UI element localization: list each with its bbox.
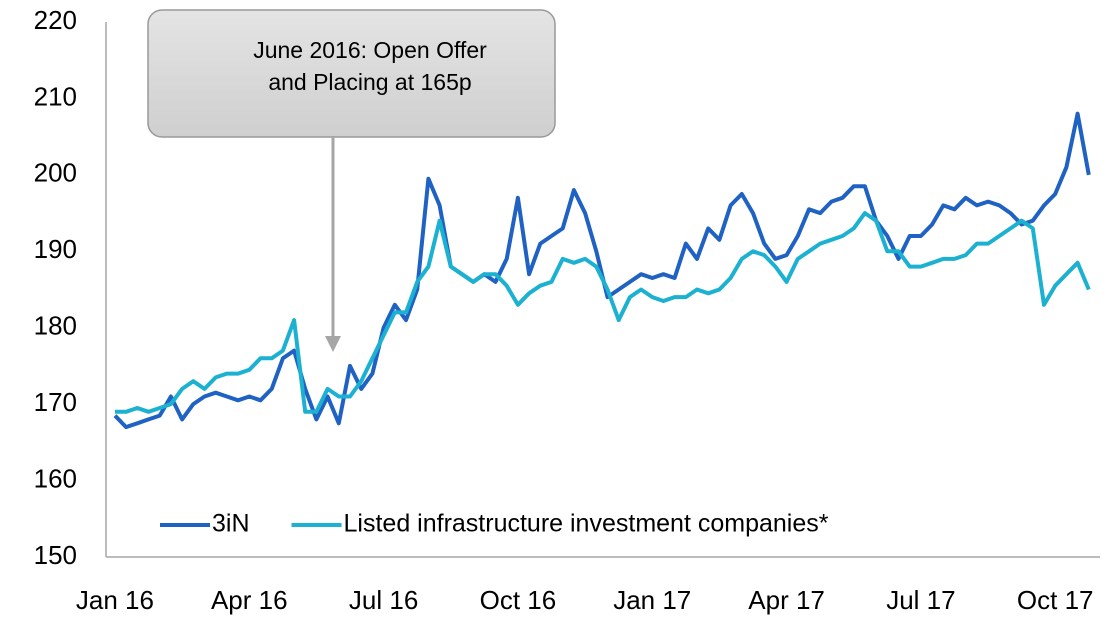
x-tick-label: Jan 17 (613, 585, 691, 615)
y-tick-label: 180 (34, 311, 77, 341)
y-tick-label: 160 (34, 463, 77, 493)
x-tick-label: Apr 17 (748, 585, 825, 615)
x-tick-label: Jul 17 (886, 585, 955, 615)
y-tick-label: 200 (34, 158, 77, 188)
y-tick-label: 210 (34, 81, 77, 111)
arrow-head (325, 336, 341, 352)
x-tick-label: Jan 16 (76, 585, 154, 615)
legend-label: 3iN (212, 510, 250, 538)
x-tick-label: Oct 16 (480, 585, 557, 615)
y-tick-label: 170 (34, 387, 77, 417)
x-tick-label: Jul 16 (349, 585, 418, 615)
series-line (113, 111, 1091, 430)
y-tick-label: 190 (34, 234, 77, 264)
annotation-text: and Placing at 165p (268, 69, 471, 95)
legend-label: Listed infrastructure investment compani… (344, 510, 829, 538)
x-tick-label: Apr 16 (211, 585, 288, 615)
annotation-text: June 2016: Open Offer (253, 37, 487, 63)
y-tick-label: 220 (34, 5, 77, 35)
series-line (115, 211, 1091, 414)
x-tick-label: Oct 17 (1017, 585, 1094, 615)
annotation-box (147, 9, 556, 138)
plot (113, 111, 1091, 430)
y-tick-label: 150 (34, 540, 77, 570)
